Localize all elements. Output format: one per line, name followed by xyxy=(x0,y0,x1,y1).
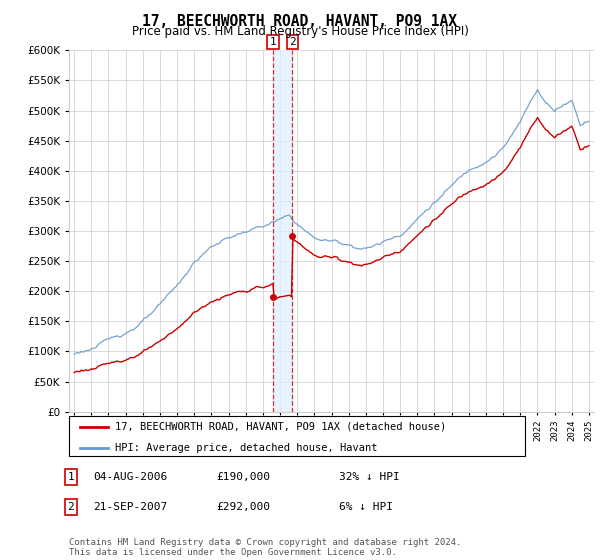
Text: 2: 2 xyxy=(67,502,74,512)
Text: 1: 1 xyxy=(269,37,277,47)
Text: Price paid vs. HM Land Registry's House Price Index (HPI): Price paid vs. HM Land Registry's House … xyxy=(131,25,469,38)
Text: 21-SEP-2007: 21-SEP-2007 xyxy=(93,502,167,512)
Text: 32% ↓ HPI: 32% ↓ HPI xyxy=(339,472,400,482)
Text: 2: 2 xyxy=(289,37,296,47)
Text: 04-AUG-2006: 04-AUG-2006 xyxy=(93,472,167,482)
Text: £292,000: £292,000 xyxy=(216,502,270,512)
Text: £190,000: £190,000 xyxy=(216,472,270,482)
Text: 6% ↓ HPI: 6% ↓ HPI xyxy=(339,502,393,512)
Text: 17, BEECHWORTH ROAD, HAVANT, PO9 1AX: 17, BEECHWORTH ROAD, HAVANT, PO9 1AX xyxy=(143,14,458,29)
Bar xyxy=(273,50,292,412)
Text: 17, BEECHWORTH ROAD, HAVANT, PO9 1AX (detached house): 17, BEECHWORTH ROAD, HAVANT, PO9 1AX (de… xyxy=(115,422,446,432)
Text: Contains HM Land Registry data © Crown copyright and database right 2024.
This d: Contains HM Land Registry data © Crown c… xyxy=(69,538,461,557)
Text: 1: 1 xyxy=(67,472,74,482)
Text: HPI: Average price, detached house, Havant: HPI: Average price, detached house, Hava… xyxy=(115,442,377,452)
